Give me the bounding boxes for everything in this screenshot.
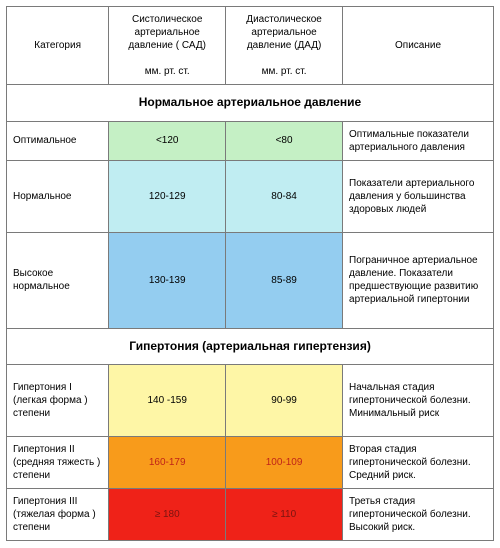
- cell-category: Гипертония I (легкая форма ) степени: [7, 365, 109, 437]
- header-sbp: Систолическое артериальное давление ( СА…: [109, 7, 226, 85]
- cell-category: Высокое нормальное: [7, 232, 109, 328]
- section-normal: Нормальное артериальное давление: [7, 85, 494, 122]
- header-dbp-label: Диастолическое артериальное давление (ДА…: [246, 14, 322, 51]
- cell-desc: Третья стадия гипертонической болезни. В…: [343, 489, 494, 541]
- cell-dbp: 100-109: [226, 437, 343, 489]
- bp-table: Категория Систолическое артериальное дав…: [6, 6, 494, 541]
- cell-dbp: <80: [226, 121, 343, 160]
- header-desc: Описание: [343, 7, 494, 85]
- header-dbp-unit: мм. рт. ст.: [262, 66, 307, 77]
- cell-sbp: <120: [109, 121, 226, 160]
- row-highnorm: Высокое нормальное 130-139 85-89 Пограни…: [7, 232, 494, 328]
- cell-desc: Показатели артериального давления у боль…: [343, 160, 494, 232]
- header-sbp-unit: мм. рт. ст.: [145, 66, 190, 77]
- header-row: Категория Систолическое артериальное дав…: [7, 7, 494, 85]
- section-hyper: Гипертония (артериальная гипертензия): [7, 328, 494, 365]
- cell-category: Гипертония II (средняя тяжесть ) степени: [7, 437, 109, 489]
- header-sbp-label: Систолическое артериальное давление ( СА…: [128, 14, 206, 51]
- row-h1: Гипертония I (легкая форма ) степени 140…: [7, 365, 494, 437]
- cell-category: Нормальное: [7, 160, 109, 232]
- section-normal-title: Нормальное артериальное давление: [7, 85, 494, 122]
- cell-desc: Вторая стадия гипертонической болезни. С…: [343, 437, 494, 489]
- row-normal: Нормальное 120-129 80-84 Показатели арте…: [7, 160, 494, 232]
- cell-category: Оптимальное: [7, 121, 109, 160]
- cell-sbp: 130-139: [109, 232, 226, 328]
- cell-sbp: 140 -159: [109, 365, 226, 437]
- cell-sbp: ≥ 180: [109, 489, 226, 541]
- cell-category: Гипертония III (тяжелая форма ) степени: [7, 489, 109, 541]
- cell-desc: Пограничное артериальное давление. Показ…: [343, 232, 494, 328]
- cell-dbp: 85-89: [226, 232, 343, 328]
- row-h2: Гипертония II (средняя тяжесть ) степени…: [7, 437, 494, 489]
- cell-sbp: 120-129: [109, 160, 226, 232]
- cell-dbp: ≥ 110: [226, 489, 343, 541]
- cell-dbp: 80-84: [226, 160, 343, 232]
- cell-dbp: 90-99: [226, 365, 343, 437]
- cell-desc: Начальная стадия гипертонической болезни…: [343, 365, 494, 437]
- header-dbp: Диастолическое артериальное давление (ДА…: [226, 7, 343, 85]
- section-hyper-title: Гипертония (артериальная гипертензия): [7, 328, 494, 365]
- cell-desc: Оптимальные показатели артериального дав…: [343, 121, 494, 160]
- row-h3: Гипертония III (тяжелая форма ) степени …: [7, 489, 494, 541]
- row-optimal: Оптимальное <120 <80 Оптимальные показат…: [7, 121, 494, 160]
- header-category: Категория: [7, 7, 109, 85]
- cell-sbp: 160-179: [109, 437, 226, 489]
